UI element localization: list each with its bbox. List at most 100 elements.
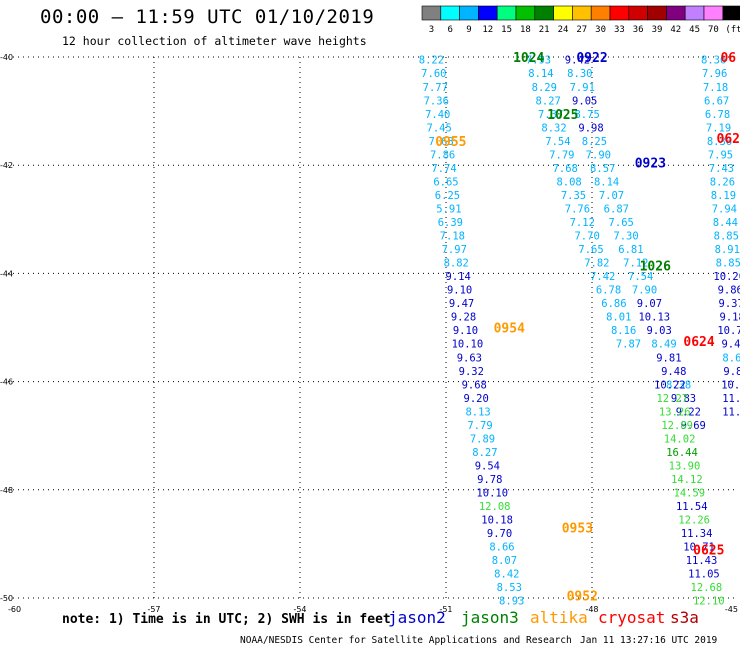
swh-data-label: 9.10	[447, 285, 472, 297]
swh-data-label: 9.81	[723, 366, 740, 378]
swh-data-label: 8.91	[715, 244, 740, 256]
swh-data-label: 8.22	[419, 55, 444, 67]
colorbar-tick-label: (ft)	[725, 25, 740, 35]
swh-data-label: 6.67	[704, 95, 729, 107]
x-tick-label: -57	[147, 605, 160, 614]
swh-data-label: 7.94	[712, 203, 737, 215]
swh-data-label: 7.12	[623, 258, 648, 270]
swh-data-label: 8.14	[594, 176, 619, 188]
swh-data-label: 6.39	[438, 217, 463, 229]
swh-data-label: 6.86	[601, 298, 626, 310]
pass-time-label: 0922	[576, 51, 607, 66]
swh-data-label: 8.27	[472, 447, 497, 459]
swh-data-label: 7.70	[574, 231, 599, 243]
swh-data-label: 5.91	[436, 203, 461, 215]
swh-data-label: 7.82	[584, 258, 609, 270]
swh-data-label: 8.82	[444, 258, 469, 270]
swh-data-label: 9.63	[457, 352, 482, 364]
pass-time-label: 0625	[693, 543, 724, 558]
x-tick-label: -48	[585, 605, 598, 614]
swh-data-label: 12.08	[479, 501, 511, 513]
swh-data-label: 8.32	[541, 122, 566, 134]
swh-data-label: 8.57	[590, 163, 615, 175]
swh-data-label: 8.85	[714, 231, 739, 243]
swh-data-label: 9.69	[681, 420, 706, 432]
swh-data-label: 6.25	[435, 190, 460, 202]
swh-data-label: 7.54	[545, 136, 570, 148]
swh-data-label: 7.30	[613, 231, 638, 243]
pass-time-label: 1026	[640, 259, 671, 274]
swh-data-label: 7.07	[599, 190, 624, 202]
swh-data-label: 8.29	[532, 82, 557, 94]
y-tick-label: -44	[0, 269, 13, 278]
chart-title: 00:00 — 11:59 UTC 01/10/2019	[40, 6, 375, 28]
swh-data-label: 12.10	[693, 596, 725, 608]
swh-data-label: 7.86	[430, 149, 455, 161]
legend-s3a: s3a	[670, 608, 699, 627]
swh-data-label: 9.03	[647, 325, 672, 337]
swh-data-label: 8.25	[582, 136, 607, 148]
swh-data-label: 7.12	[570, 217, 595, 229]
pass-time-label: 0955	[435, 135, 466, 150]
swh-data-label: 8.01	[606, 312, 631, 324]
swh-data-label: 7.79	[549, 149, 574, 161]
swh-data-label: 13.90	[669, 460, 701, 472]
y-tick-label: -48	[0, 486, 13, 495]
chart-subtitle: 12 hour collection of altimeter wave hei…	[62, 34, 367, 48]
swh-data-label: 12.26	[678, 515, 710, 527]
swh-data-label: 7.77	[423, 82, 448, 94]
swh-data-label: 8.27	[536, 95, 561, 107]
x-tick-label: -51	[439, 605, 452, 614]
swh-data-label: 9.10	[453, 325, 478, 337]
colorbar-tick-label: 6	[447, 25, 452, 35]
swh-data-label: 7.35	[561, 190, 586, 202]
swh-data-label: 7.18	[703, 82, 728, 94]
x-tick-label: -45	[725, 605, 738, 614]
swh-data-label: 9.18	[720, 312, 740, 324]
swh-data-label: 12.68	[691, 582, 723, 594]
colorbar-tick-label: 12	[482, 25, 493, 35]
swh-data-label: 9.22	[676, 406, 701, 418]
swh-data-label: 7.95	[708, 149, 733, 161]
swh-data-label: 7.45	[427, 122, 452, 134]
swh-data-label: 10.20	[713, 271, 740, 283]
swh-data-label: 10.10	[452, 339, 484, 351]
swh-data-label: 8.53	[497, 582, 522, 594]
swh-data-label: 10.74	[717, 325, 740, 337]
swh-data-label: 16.44	[666, 447, 698, 459]
swh-data-label: 14.12	[671, 474, 703, 486]
colorbar-tick-label: 18	[520, 25, 531, 35]
swh-data-label: 11.22	[722, 406, 740, 418]
swh-data-label: 10.06	[721, 379, 740, 391]
swh-data-label: 8.36	[707, 136, 732, 148]
swh-data-label: 12.27	[656, 393, 688, 405]
x-tick-label: -54	[293, 605, 306, 614]
pass-time-label: 06	[720, 51, 736, 66]
swh-data-label: 7.91	[570, 82, 595, 94]
swh-data-label: 10.13	[638, 312, 670, 324]
swh-data-label: 7.79	[467, 420, 492, 432]
swh-data-label: 9.32	[459, 366, 484, 378]
colorbar-tick-label: 15	[501, 25, 512, 35]
colorbar-tick-label: 3	[429, 25, 434, 35]
swh-data-label: 9.86	[718, 285, 740, 297]
swh-data-label: 8.26	[710, 176, 735, 188]
swh-data-label: 9.48	[721, 339, 740, 351]
swh-data-label: 6.78	[596, 285, 621, 297]
swh-data-label: 11.05	[688, 569, 720, 581]
legend-cryosat: cryosat	[598, 608, 666, 627]
swh-data-label: 10.18	[481, 515, 513, 527]
swh-data-label: 14.02	[664, 433, 696, 445]
colorbar-tick-label: 70	[708, 25, 719, 35]
swh-data-label: 6.65	[433, 176, 458, 188]
pass-time-label: 062	[717, 132, 740, 147]
colorbar-tick-label: 27	[576, 25, 587, 35]
swh-data-label: 8.14	[528, 68, 553, 80]
swh-data-label: 10.22	[654, 379, 686, 391]
pass-time-label: 0923	[635, 156, 666, 171]
swh-data-label: 12.89	[661, 420, 693, 432]
x-tick-label: -60	[8, 605, 21, 614]
